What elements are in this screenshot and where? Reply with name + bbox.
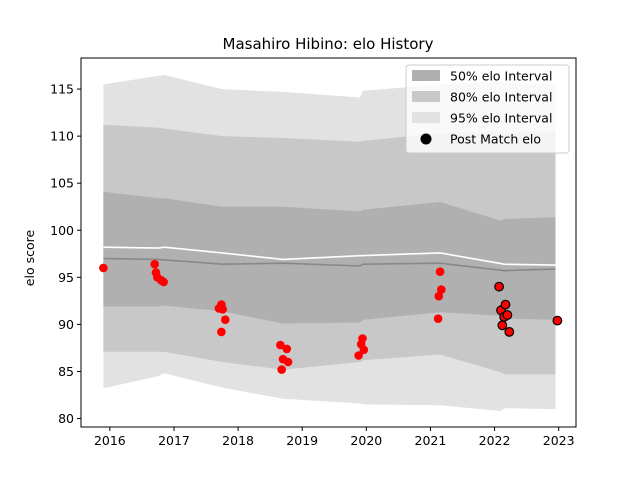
x-tick-label: 2017	[158, 433, 190, 448]
legend-swatch	[412, 112, 440, 123]
legend-swatch	[412, 70, 440, 81]
legend: 50% elo Interval 80% elo Interval 95% elo …	[405, 64, 570, 154]
post-match-point	[435, 267, 445, 277]
post-match-point	[99, 263, 108, 273]
post-match-point	[494, 281, 505, 292]
post-match-point	[221, 315, 230, 325]
y-tick-label: 95	[58, 270, 74, 285]
legend-box	[405, 64, 570, 154]
post-match-points	[99, 259, 563, 374]
post-match-point	[354, 351, 363, 360]
post-match-point	[277, 365, 287, 374]
x-tick-label: 2022	[479, 433, 511, 448]
y-tick-label: 90	[58, 317, 74, 332]
y-tick-label: 105	[50, 176, 74, 191]
y-tick-label: 100	[50, 223, 74, 238]
post-match-point	[276, 340, 285, 350]
chart-title: Masahiro Hibino: elo History	[223, 35, 434, 53]
post-match-point	[217, 327, 226, 337]
post-match-point	[159, 277, 168, 287]
x-tick-label: 2016	[94, 433, 126, 448]
legend-label: 80% elo Interval	[450, 90, 552, 105]
y-axis-title: elo score	[22, 230, 37, 287]
x-tick-label: 2018	[222, 433, 254, 448]
x-tick-label: 2020	[350, 433, 382, 448]
post-match-point	[282, 344, 292, 354]
post-match-point	[500, 299, 511, 310]
y-axis: 80 85 90 95 100 105 110 115	[50, 82, 81, 426]
post-match-point	[433, 314, 443, 324]
post-match-point	[218, 305, 227, 314]
legend-label: Post Match elo	[450, 132, 541, 147]
x-axis: 2016 2017 2018 2019 2020 2021 2022 2023	[94, 427, 575, 448]
median-elo-line	[103, 257, 556, 272]
mean-elo-line	[103, 246, 556, 266]
legend-swatch	[412, 91, 440, 102]
y-tick-label: 110	[50, 129, 74, 144]
legend-label: 50% elo Interval	[450, 69, 552, 84]
post-match-point	[150, 259, 159, 269]
post-match-point	[502, 310, 513, 320]
post-match-point	[497, 320, 508, 331]
post-match-point	[359, 345, 369, 355]
interval-bands	[103, 74, 556, 412]
legend-marker	[420, 133, 432, 145]
post-match-point	[283, 357, 293, 367]
post-match-point	[552, 315, 563, 326]
y-tick-label: 85	[58, 364, 74, 379]
x-tick-label: 2021	[415, 433, 447, 448]
post-match-point	[437, 285, 446, 294]
legend-label: 95% elo Interval	[450, 111, 552, 126]
post-match-point	[504, 327, 515, 337]
plot-frame	[80, 57, 577, 428]
elo-lines	[103, 246, 556, 272]
y-tick-label: 80	[58, 411, 74, 426]
post-match-point	[358, 334, 367, 343]
x-tick-label: 2023	[543, 433, 575, 448]
post-match-point	[434, 291, 444, 301]
x-tick-label: 2019	[286, 433, 318, 448]
y-tick-label: 115	[50, 82, 74, 97]
plot-area	[99, 74, 563, 412]
